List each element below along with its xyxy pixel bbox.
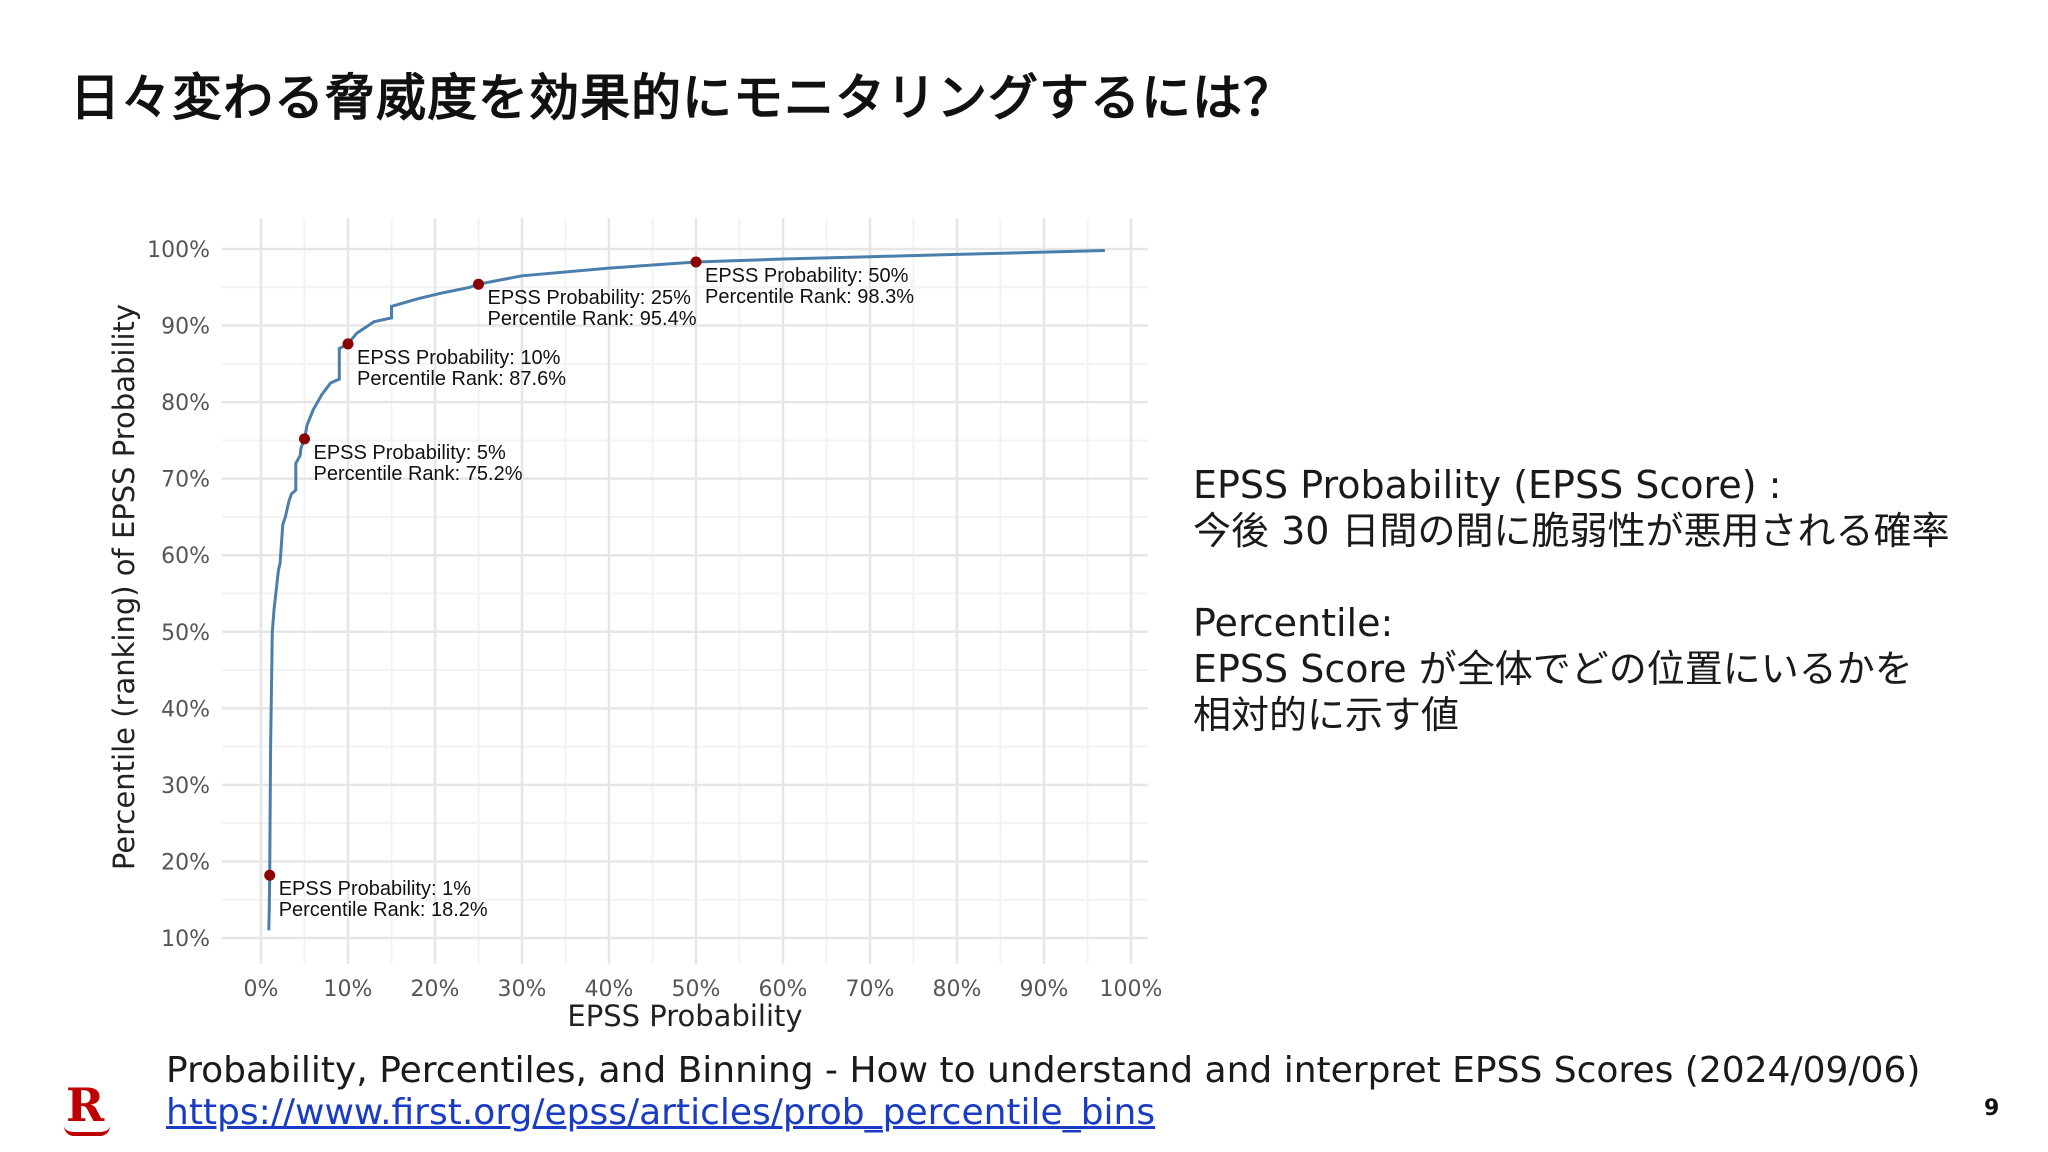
highlight-point <box>473 278 484 290</box>
x-tick-label: 40% <box>585 977 634 1002</box>
point-label-rank: Percentile Rank: 98.3% <box>705 286 914 308</box>
x-tick-label: 10% <box>324 977 373 1002</box>
epss-probability-heading: EPSS Probability (EPSS Score) : <box>1193 463 1782 507</box>
x-tick-label: 70% <box>846 977 895 1002</box>
logo-swoosh <box>64 1126 110 1136</box>
x-tick-label: 0% <box>244 977 279 1002</box>
x-tick-labels: 0% 10% 20% 30% 40% 50% 60% 70% 80% 90% 100% <box>244 977 1163 1002</box>
grid-minor <box>222 218 1148 964</box>
highlight-point <box>690 256 702 268</box>
point-labels: EPSS Probability: 1%Percentile Rank: 18.… <box>279 265 915 921</box>
x-axis-label: EPSS Probability <box>567 999 802 1033</box>
highlight-point <box>342 338 354 350</box>
y-tick-label: 90% <box>161 315 210 340</box>
definitions-text: EPSS Probability (EPSS Score) : 今後 30 日間… <box>1193 462 2013 738</box>
y-tick-label: 70% <box>161 468 210 493</box>
point-label-probability: EPSS Probability: 5% <box>314 442 507 464</box>
y-tick-label: 80% <box>161 391 210 416</box>
point-label-probability: EPSS Probability: 10% <box>357 347 561 369</box>
point-label-probability: EPSS Probability: 1% <box>279 878 472 900</box>
y-tick-label: 40% <box>161 697 210 722</box>
point-label-rank: Percentile Rank: 75.2% <box>314 463 523 485</box>
x-tick-label: 90% <box>1020 977 1069 1002</box>
x-tick-label: 30% <box>498 977 547 1002</box>
highlight-point <box>264 869 276 881</box>
epss-probability-description: 今後 30 日間の間に脆弱性が悪用される確率 <box>1193 509 1950 553</box>
x-tick-label: 100% <box>1100 977 1163 1002</box>
point-label-rank: Percentile Rank: 95.4% <box>488 308 697 330</box>
y-tick-labels: 10% 20% 30% 40% 50% 60% 70% 80% 90% 100% <box>147 238 210 952</box>
highlight-points <box>264 256 702 881</box>
y-tick-label: 60% <box>161 544 210 569</box>
page-number: 9 <box>1984 1096 2000 1121</box>
source-citation: Probability, Percentiles, and Binning - … <box>166 1050 1920 1134</box>
percentile-description-1: EPSS Score が全体でどの位置にいるかを <box>1193 647 1913 691</box>
grid-major <box>222 218 1148 964</box>
y-axis-label: Percentile (ranking) of EPSS Probability <box>107 304 141 870</box>
highlight-point <box>299 433 310 445</box>
source-title: Probability, Percentiles, and Binning - … <box>166 1050 1921 1091</box>
y-tick-label: 30% <box>161 774 210 799</box>
rakuten-logo: R <box>66 1078 105 1132</box>
x-tick-label: 50% <box>672 977 721 1002</box>
x-tick-label: 20% <box>411 977 460 1002</box>
y-tick-label: 20% <box>161 850 210 875</box>
x-tick-label: 80% <box>933 977 982 1002</box>
point-label-rank: Percentile Rank: 18.2% <box>279 899 488 921</box>
point-label-rank: Percentile Rank: 87.6% <box>357 368 566 390</box>
page-title: 日々変わる脅威度を効果的にモニタリングするには？ <box>70 69 1294 127</box>
point-label-probability: EPSS Probability: 25% <box>488 287 692 309</box>
series-line <box>267 249 1105 931</box>
y-tick-label: 10% <box>161 927 210 952</box>
percentile-description-2: 相対的に示す値 <box>1193 693 1460 737</box>
percentile-heading: Percentile: <box>1193 601 1394 645</box>
x-tick-label: 60% <box>759 977 808 1002</box>
point-label-probability: EPSS Probability: 50% <box>705 265 909 287</box>
y-tick-label: 50% <box>161 621 210 646</box>
y-tick-label: 100% <box>147 238 210 263</box>
source-link[interactable]: https://www.first.org/epss/articles/prob… <box>166 1092 1156 1133</box>
